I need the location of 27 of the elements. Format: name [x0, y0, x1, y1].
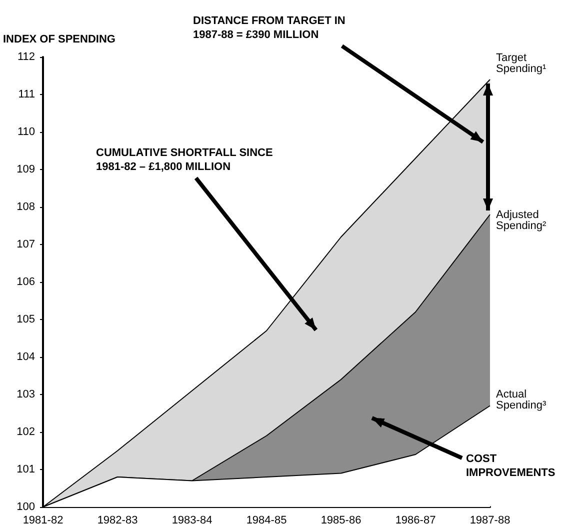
- y-tick-label: 109: [16, 164, 35, 176]
- series-label: Target Spending¹: [496, 52, 546, 75]
- y-tick-label: 104: [16, 351, 35, 363]
- x-tick-label: 1987-88: [470, 514, 510, 526]
- x-tick-label: 1983-84: [172, 514, 212, 526]
- y-tick-label: 112: [17, 51, 35, 63]
- y-tick-label: 111: [18, 88, 35, 100]
- y-tick-label: 107: [16, 238, 35, 250]
- series-label: Actual Spending³: [496, 388, 546, 412]
- y-axis-title: INDEX OF SPENDING: [3, 34, 116, 46]
- y-tick-label: 110: [17, 126, 35, 138]
- x-tick-label: 1986-87: [395, 514, 436, 526]
- annotation: CUMULATIVE SHORTFALL SINCE 1981-82 – £1,800 MILLION: [96, 147, 276, 173]
- x-tick-label: 1982-83: [97, 514, 138, 526]
- y-tick-label: 100: [16, 501, 35, 513]
- legend-label: Adjusted Spending²: [496, 209, 546, 232]
- x-tick-label: 1981-82: [22, 514, 64, 526]
- y-tick-label: 106: [16, 276, 35, 288]
- text: DISTANCE FROM TARGET IN 1987-88 = £390 MILLION: [193, 15, 348, 41]
- annotation: COST IMPROVEMENTS: [466, 453, 556, 479]
- x-tick-label: 1984-85: [246, 514, 287, 526]
- x-tick-label: 1985-86: [320, 514, 362, 526]
- y-tick-label: 105: [16, 314, 35, 326]
- y-tick-label: 101: [16, 464, 35, 476]
- y-tick-label: 108: [16, 201, 35, 213]
- y-tick-label: 102: [16, 426, 35, 438]
- y-tick-label: 103: [16, 388, 35, 400]
